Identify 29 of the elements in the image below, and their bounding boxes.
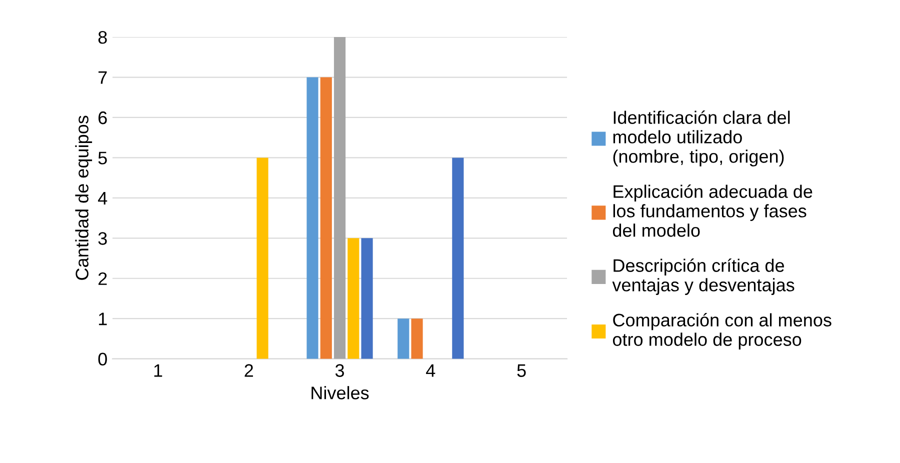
bar xyxy=(411,318,423,359)
x-axis-title: Niveles xyxy=(312,386,369,400)
y-tick-label: 4 xyxy=(98,192,108,204)
x-tick-label: 2 xyxy=(244,364,253,377)
x-tick-label: 3 xyxy=(335,364,344,377)
y-tick-label: 2 xyxy=(98,272,107,285)
legend-label: Comparación con al menos otro modelo de proceso xyxy=(612,313,832,350)
legend-label: Explicación adecuada de los fundamentos y fases del modelo xyxy=(612,184,812,237)
bar xyxy=(334,37,346,359)
bar xyxy=(256,158,268,359)
bar xyxy=(398,318,410,359)
y-tick-label: 6 xyxy=(98,111,107,124)
y-tick-label: 0 xyxy=(98,352,107,366)
bar xyxy=(348,238,360,359)
bar xyxy=(306,77,318,359)
bar xyxy=(361,238,373,359)
y-tick-label: 8 xyxy=(98,30,107,44)
y-tick-label: 1 xyxy=(98,312,107,326)
legend-label: Descripción crítica de ventajas y desventajas xyxy=(612,258,794,295)
bar xyxy=(320,77,332,359)
bar xyxy=(452,158,464,359)
x-tick-label: 5 xyxy=(517,364,526,377)
legend-label: Identificación clara del modelo utilizado (nombre, tipo, origen) xyxy=(613,110,790,166)
x-tick-label: 4 xyxy=(426,364,436,377)
y-axis-title: Cantidad de equipos xyxy=(75,116,92,280)
y-tick-label: 7 xyxy=(98,71,107,84)
x-tick-label: 1 xyxy=(154,364,162,377)
y-tick-label: 5 xyxy=(98,152,107,164)
y-tick-label: 3 xyxy=(98,232,107,245)
